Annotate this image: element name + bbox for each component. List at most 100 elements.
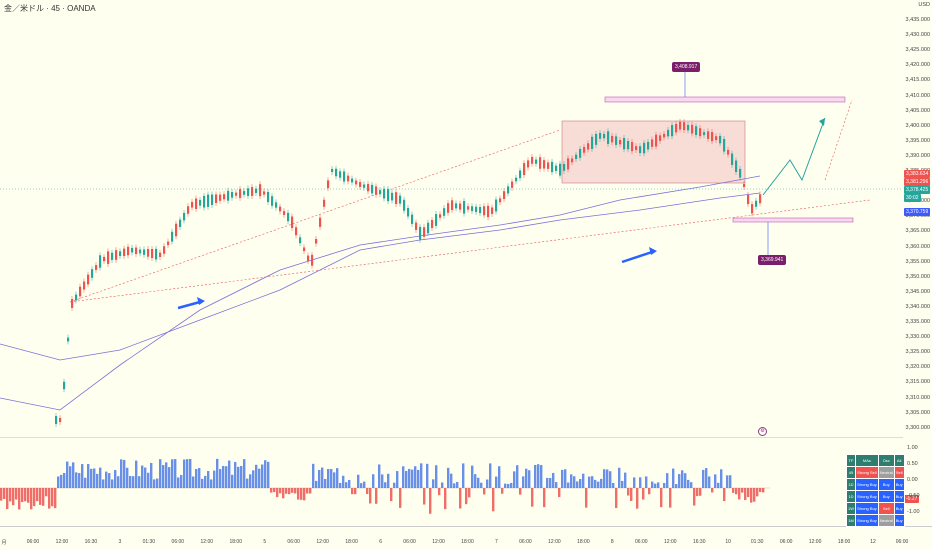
osc-bar [126, 467, 129, 488]
osc-bar [414, 466, 417, 488]
osc-bar [687, 479, 690, 488]
candle [519, 170, 522, 179]
time-tick: 月 [1, 540, 7, 546]
candle [679, 121, 682, 130]
candle [475, 206, 478, 213]
osc-bar [396, 471, 399, 488]
candle [639, 146, 642, 154]
candle [155, 248, 158, 260]
time-tick: 12:00 [200, 539, 214, 545]
osc-bar [585, 488, 588, 508]
chart-title: 金／米ドル · 45 · OANDA [4, 4, 96, 13]
osc-bar [18, 488, 21, 510]
osc-bar [609, 471, 612, 488]
oscillator-histogram[interactable] [0, 440, 903, 525]
osc-bar [675, 484, 678, 488]
osc-bar [174, 459, 177, 488]
candle [355, 180, 358, 185]
candle [215, 194, 218, 204]
time-tick: 06:00 [171, 539, 185, 545]
osc-bar [363, 481, 366, 488]
osc-bar [102, 479, 105, 488]
osc-bar [309, 488, 312, 494]
pane-divider[interactable] [0, 437, 932, 438]
price-chart[interactable] [0, 0, 903, 437]
osc-bar [117, 476, 120, 488]
osc-bar [378, 464, 381, 488]
osc-bar [312, 463, 315, 488]
osc-bar [528, 470, 531, 488]
osc-bar [318, 469, 321, 488]
osc-bar [360, 483, 363, 488]
low-callout[interactable]: 3,369.941 [758, 255, 787, 265]
osc-bar [591, 476, 594, 488]
time-axis[interactable]: 月 06:00 12:00 16:30 3 01:30 06:00 12:00 18:00 5 06… [0, 535, 932, 550]
candle [583, 146, 586, 153]
high-callout[interactable]: 3,408.917 [672, 62, 701, 72]
candle [119, 251, 122, 257]
osc-bar [681, 470, 684, 488]
candle [751, 204, 754, 214]
osc-bar [216, 458, 219, 488]
candle [99, 255, 102, 268]
osc-bar [258, 468, 261, 488]
osc-bar [324, 478, 327, 488]
candle [595, 133, 598, 145]
candle [103, 256, 106, 262]
candle [611, 135, 614, 143]
candle [263, 191, 266, 195]
settings-icon[interactable]: ⚙ [758, 427, 767, 436]
osc-bar [42, 488, 45, 506]
time-tick: 06:00 [26, 539, 40, 545]
osc-bar [741, 488, 744, 493]
osc-bar [567, 482, 570, 488]
osc-bar [153, 479, 156, 488]
osc-bar [36, 488, 39, 502]
osc-bar [570, 474, 573, 488]
candle [331, 168, 334, 173]
candle [195, 198, 198, 209]
candle [683, 122, 686, 131]
time-tick: 06:00 [519, 539, 532, 545]
countdown-label: 30:02 [904, 194, 921, 202]
candle [615, 136, 618, 145]
osc-bar [738, 488, 741, 500]
candle [619, 140, 622, 145]
osc-bar [162, 465, 165, 488]
osc-bar [246, 478, 249, 488]
osc-bar [576, 481, 579, 488]
osc-bar [468, 488, 471, 498]
osc-bar [213, 470, 216, 488]
price-axis[interactable]: USD 3,435.000 3,430.000 3,425.000 3,420.000… [903, 0, 932, 525]
osc-bar [423, 488, 426, 505]
osc-bar [210, 479, 213, 488]
osc-bar [582, 473, 585, 488]
osc-bar [504, 483, 507, 488]
candle [463, 200, 466, 214]
osc-bar [63, 472, 66, 488]
candle [567, 158, 570, 170]
trend-arrow-left-head [197, 297, 205, 305]
candle [703, 132, 706, 136]
candle [423, 227, 426, 237]
osc-bar [444, 488, 447, 510]
candle [431, 219, 434, 229]
candle [691, 124, 694, 134]
candle [675, 123, 678, 133]
panel-cell: Neutral [877, 514, 895, 527]
time-tick: 06:00 [779, 539, 793, 545]
osc-bar [372, 474, 375, 488]
osc-bar [66, 461, 69, 488]
osc-bar [543, 488, 546, 508]
candle [735, 160, 738, 172]
candle [223, 194, 226, 200]
candle [483, 206, 486, 216]
price-tick: 3,390.000 [905, 152, 930, 159]
candle [227, 190, 230, 201]
candle [435, 214, 438, 226]
candle [243, 190, 246, 195]
osc-bar [612, 483, 615, 488]
osc-bar [453, 483, 456, 488]
candle [415, 222, 418, 230]
candle [359, 182, 362, 187]
